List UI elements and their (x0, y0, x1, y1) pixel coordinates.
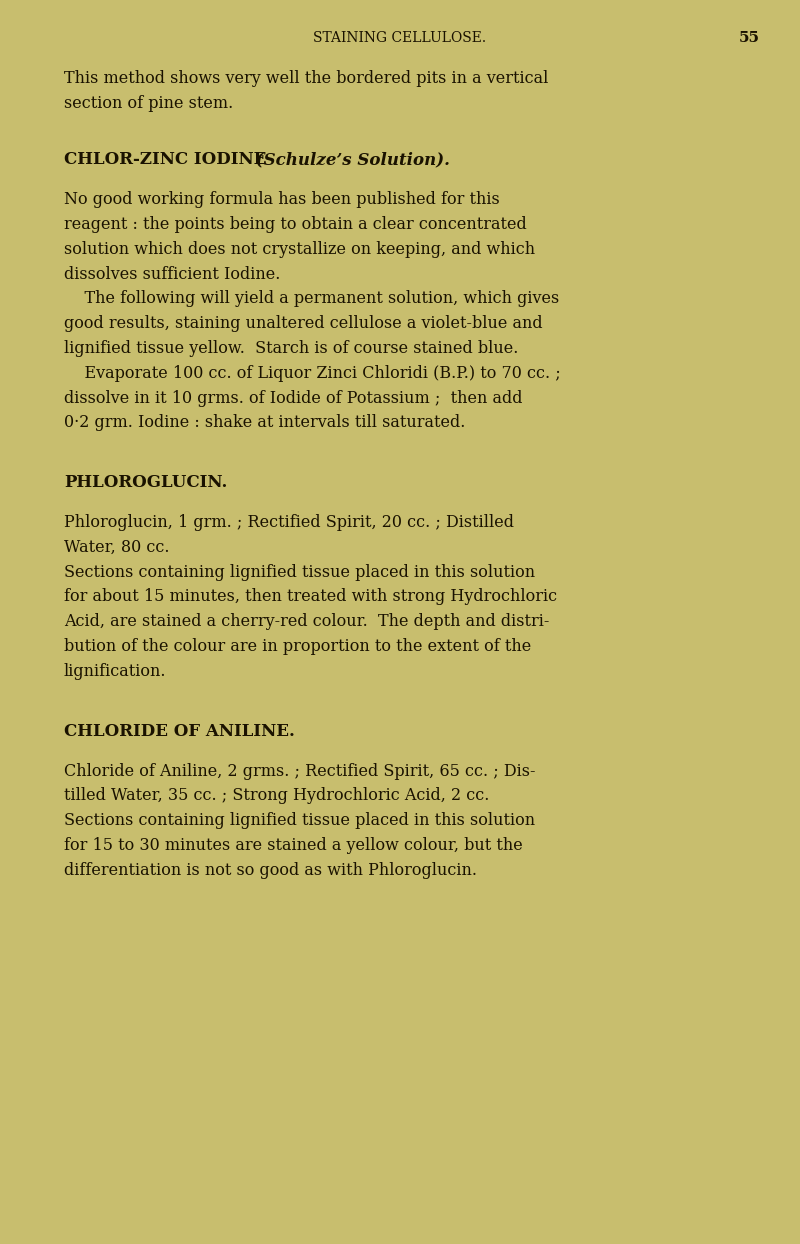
Text: STAINING CELLULOSE.: STAINING CELLULOSE. (314, 31, 486, 45)
Text: Water, 80 cc.: Water, 80 cc. (64, 539, 170, 556)
Text: Evaporate 100 cc. of Liquor Zinci Chloridi (B.P.) to 70 cc. ;: Evaporate 100 cc. of Liquor Zinci Chlori… (64, 364, 561, 382)
Text: reagent : the points being to obtain a clear concentrated: reagent : the points being to obtain a c… (64, 216, 526, 233)
Text: tilled Water, 35 cc. ; Strong Hydrochloric Acid, 2 cc.: tilled Water, 35 cc. ; Strong Hydrochlor… (64, 787, 490, 805)
Text: differentiation is not so good as with Phloroglucin.: differentiation is not so good as with P… (64, 862, 477, 878)
Text: Sections containing lignified tissue placed in this solution: Sections containing lignified tissue pla… (64, 564, 535, 581)
Text: Acid, are stained a cherry-red colour.  The depth and distri-: Acid, are stained a cherry-red colour. T… (64, 613, 550, 631)
Text: (Schulze’s Solution).: (Schulze’s Solution). (250, 152, 450, 168)
Text: bution of the colour are in proportion to the extent of the: bution of the colour are in proportion t… (64, 638, 531, 654)
Text: Chloride of Aniline, 2 grms. ; Rectified Spirit, 65 cc. ; Dis-: Chloride of Aniline, 2 grms. ; Rectified… (64, 763, 535, 780)
Text: for about 15 minutes, then treated with strong Hydrochloric: for about 15 minutes, then treated with … (64, 588, 557, 606)
Text: dissolve in it 10 grms. of Iodide of Potassium ;  then add: dissolve in it 10 grms. of Iodide of Pot… (64, 389, 522, 407)
Text: PHLOROGLUCIN.: PHLOROGLUCIN. (64, 474, 227, 491)
Text: CHLOR-ZINC IODINE: CHLOR-ZINC IODINE (64, 152, 266, 168)
Text: No good working formula has been published for this: No good working formula has been publish… (64, 192, 500, 209)
Text: good results, staining unaltered cellulose a violet-blue and: good results, staining unaltered cellulo… (64, 315, 542, 332)
Text: solution which does not crystallize on keeping, and which: solution which does not crystallize on k… (64, 241, 535, 258)
Text: dissolves sufficient Iodine.: dissolves sufficient Iodine. (64, 266, 280, 282)
Text: The following will yield a permanent solution, which gives: The following will yield a permanent sol… (64, 291, 559, 307)
Text: This method shows very well the bordered pits in a vertical: This method shows very well the bordered… (64, 70, 548, 87)
Text: lignification.: lignification. (64, 663, 166, 679)
Text: section of pine stem.: section of pine stem. (64, 95, 234, 112)
Text: 0·2 grm. Iodine : shake at intervals till saturated.: 0·2 grm. Iodine : shake at intervals til… (64, 414, 466, 432)
Text: for 15 to 30 minutes are stained a yellow colour, but the: for 15 to 30 minutes are stained a yello… (64, 837, 522, 853)
Text: Sections containing lignified tissue placed in this solution: Sections containing lignified tissue pla… (64, 812, 535, 829)
Text: lignified tissue yellow.  Starch is of course stained blue.: lignified tissue yellow. Starch is of co… (64, 340, 518, 357)
Text: CHLORIDE OF ANILINE.: CHLORIDE OF ANILINE. (64, 723, 295, 740)
Text: Phloroglucin, 1 grm. ; Rectified Spirit, 20 cc. ; Distilled: Phloroglucin, 1 grm. ; Rectified Spirit,… (64, 514, 514, 531)
Text: 55: 55 (739, 31, 760, 45)
